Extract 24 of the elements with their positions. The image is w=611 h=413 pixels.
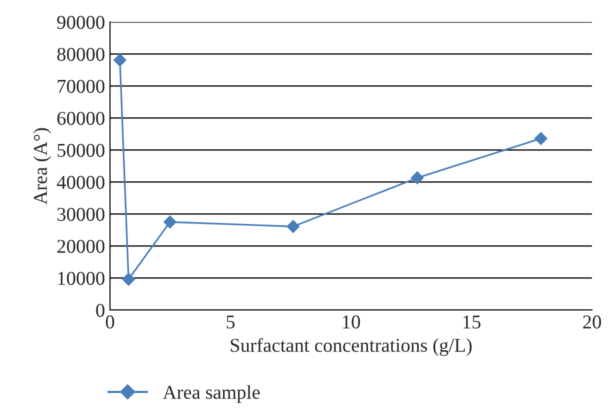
point [163, 215, 177, 229]
point [113, 54, 126, 67]
x-axis-title: Surfactant concentrations (g/L) [230, 338, 472, 356]
y-tick-label: 30000 [57, 208, 104, 221]
y-tick-label: 0 [96, 304, 104, 317]
x-tick-label: 5 [226, 316, 235, 329]
y-tick-label: 50000 [58, 144, 104, 157]
y-tick-label: 90000 [57, 16, 104, 29]
x-tick-label: 15 [463, 316, 480, 329]
y-tick-label: 80000 [57, 48, 104, 61]
x-tick-label: 10 [342, 315, 360, 329]
y-tick-label: 20000 [57, 240, 104, 253]
x-tick-label: 20 [583, 315, 601, 329]
point [286, 220, 300, 234]
point [410, 171, 424, 184]
point [534, 132, 548, 146]
x-tick-label: 0 [106, 315, 114, 329]
y-tick-label: 10000 [58, 272, 104, 285]
y-tick-label: 70000 [58, 80, 104, 93]
y-axis-title: Area (A°) [33, 128, 51, 205]
legend-label: Area sample [162, 385, 260, 403]
y-tick-label: 40000 [56, 176, 104, 189]
y-tick-label: 60000 [57, 112, 104, 125]
point [122, 272, 136, 286]
